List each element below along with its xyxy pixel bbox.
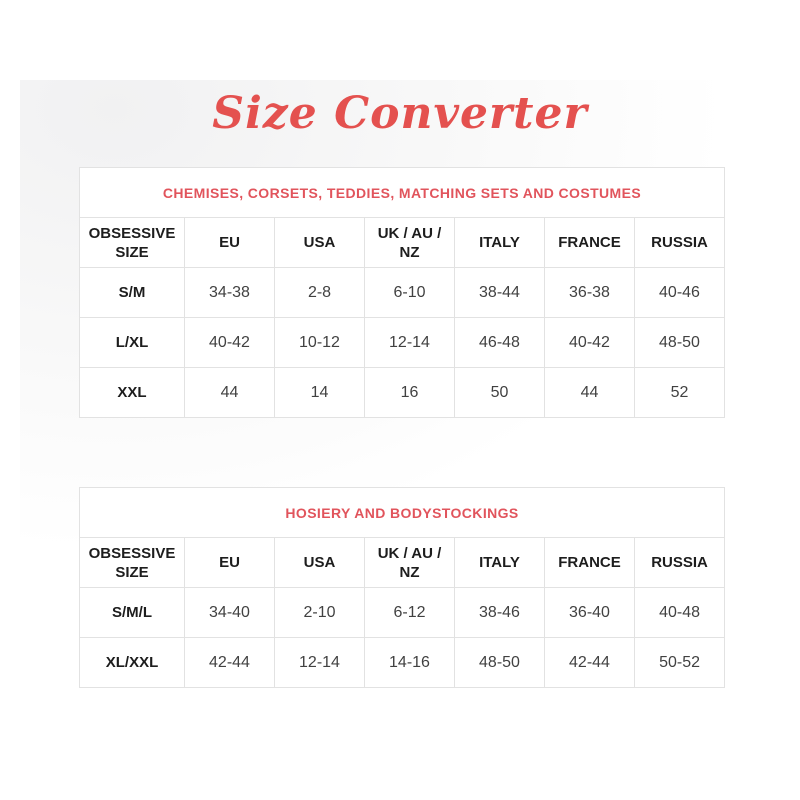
size-cell: 52 [634, 367, 725, 418]
size-cell: 50 [454, 367, 545, 418]
column-header: EU [184, 537, 275, 588]
size-cell: 42-44 [184, 637, 275, 688]
row-size-label: L/XL [79, 317, 185, 368]
column-header: UK / AU / NZ [364, 537, 455, 588]
size-cell: 36-40 [544, 587, 635, 638]
row-size-label: S/M/L [79, 587, 185, 638]
size-cell: 40-48 [633, 587, 726, 638]
column-header: USA [274, 537, 365, 588]
size-cell: 40-42 [544, 317, 635, 368]
size-cell: 14-16 [364, 637, 455, 688]
caption-row: HOSIERY AND BODYSTOCKINGS [78, 487, 726, 538]
column-header: FRANCE [544, 217, 635, 268]
column-header: USA [274, 217, 365, 268]
size-row: S/M/L 34-40 2-10 6-12 38-46 36-40 40-48 [79, 587, 726, 638]
size-cell: 2-10 [274, 587, 365, 638]
size-cell: 46-48 [454, 317, 545, 368]
row-size-label: XL/XXL [79, 637, 185, 688]
size-cell: 14 [274, 367, 365, 418]
size-cell: 16 [364, 367, 455, 418]
column-header: RUSSIA [633, 537, 726, 588]
table-caption: CHEMISES, CORSETS, TEDDIES, MATCHING SET… [79, 167, 725, 218]
size-cell: 12-14 [274, 637, 365, 688]
size-cell: 40-42 [184, 317, 275, 368]
column-header: RUSSIA [634, 217, 725, 268]
column-header: ITALY [454, 217, 545, 268]
column-header: FRANCE [544, 537, 635, 588]
header-row: OBSESSIVE SIZE EU USA UK / AU / NZ ITALY FRAN… [79, 217, 725, 268]
size-row: L/XL 40-42 10-12 12-14 46-48 40-42 48-50 [79, 317, 725, 368]
size-table-section-chemises: CHEMISES, CORSETS, TEDDIES, MATCHING SET… [79, 167, 725, 418]
row-size-label: XXL [79, 367, 185, 418]
size-cell: 48-50 [454, 637, 545, 688]
size-row: XXL 44 14 16 50 44 52 [79, 367, 725, 418]
size-cell: 40-46 [634, 267, 725, 318]
column-header: UK / AU / NZ [364, 217, 455, 268]
size-cell: 6-10 [364, 267, 455, 318]
caption-row: CHEMISES, CORSETS, TEDDIES, MATCHING SET… [79, 167, 725, 218]
row-size-label: S/M [79, 267, 185, 318]
size-cell: 34-40 [184, 587, 275, 638]
size-cell: 6-12 [364, 587, 455, 638]
size-cell: 12-14 [364, 317, 455, 368]
column-header: OBSESSIVE SIZE [79, 217, 185, 268]
column-header: OBSESSIVE SIZE [79, 537, 185, 588]
size-table-section-hosiery: HOSIERY AND BODYSTOCKINGS OBSESSIVE SIZE E… [78, 487, 726, 688]
size-cell: 36-38 [544, 267, 635, 318]
size-cell: 38-44 [454, 267, 545, 318]
size-cell: 50-52 [633, 637, 726, 688]
size-row: XL/XXL 42-44 12-14 14-16 48-50 42-44 50-52 [79, 637, 726, 688]
size-cell: 44 [544, 367, 635, 418]
size-cell: 34-38 [184, 267, 275, 318]
size-cell: 38-46 [454, 587, 545, 638]
size-cell: 42-44 [544, 637, 635, 688]
page-title: Size Converter [212, 88, 588, 139]
size-table-hosiery: HOSIERY AND BODYSTOCKINGS OBSESSIVE SIZE E… [78, 487, 726, 688]
column-header: ITALY [454, 537, 545, 588]
header-row: OBSESSIVE SIZE EU USA UK / AU / NZ ITALY FRAN… [79, 537, 726, 588]
size-table-chemises: CHEMISES, CORSETS, TEDDIES, MATCHING SET… [79, 167, 725, 418]
size-cell: 2-8 [274, 267, 365, 318]
size-cell: 10-12 [274, 317, 365, 368]
size-cell: 44 [184, 367, 275, 418]
column-header: EU [184, 217, 275, 268]
table-caption: HOSIERY AND BODYSTOCKINGS [78, 487, 726, 538]
size-cell: 48-50 [634, 317, 725, 368]
size-row: S/M 34-38 2-8 6-10 38-44 36-38 40-46 [79, 267, 725, 318]
